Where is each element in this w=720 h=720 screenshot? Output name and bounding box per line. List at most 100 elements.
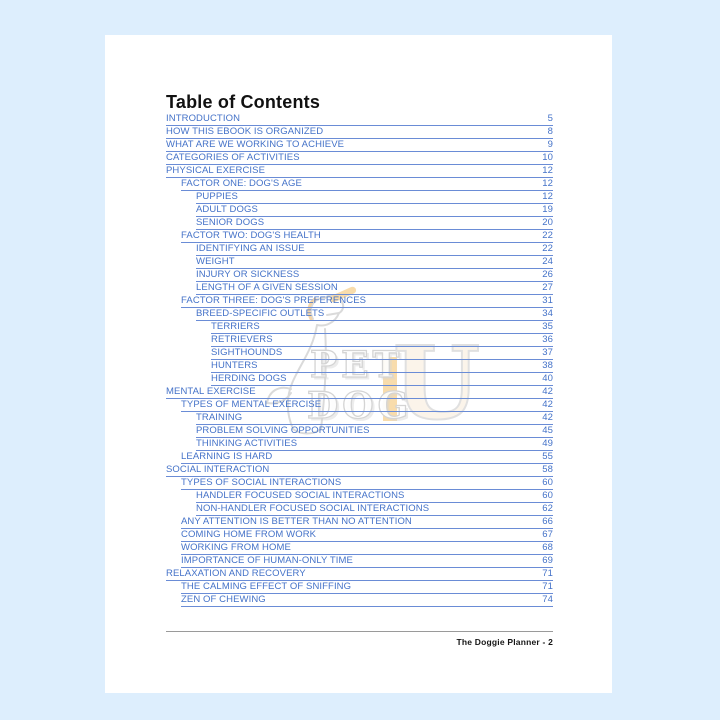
toc-entry-page: 68 bbox=[542, 542, 553, 553]
toc-entry[interactable]: RETRIEVERS 36 bbox=[211, 334, 553, 347]
toc-entry[interactable]: LENGTH OF A GIVEN SESSION 27 bbox=[196, 282, 553, 295]
toc-entry-label: TERRIERS bbox=[211, 321, 260, 332]
toc-entry-page: 9 bbox=[547, 139, 553, 150]
toc-entry[interactable]: PUPPIES 12 bbox=[196, 191, 553, 204]
toc-entry[interactable]: HANDLER FOCUSED SOCIAL INTERACTIONS 60 bbox=[196, 490, 553, 503]
toc-entry[interactable]: NON-HANDLER FOCUSED SOCIAL INTERACTIONS … bbox=[196, 503, 553, 516]
toc-entry[interactable]: THINKING ACTIVITIES 49 bbox=[196, 438, 553, 451]
toc-entry-label: INTRODUCTION bbox=[166, 113, 241, 124]
table-of-contents: INTRODUCTION 5 HOW THIS EBOOK IS ORGANIZ… bbox=[166, 113, 553, 607]
toc-entry-page: 71 bbox=[542, 568, 553, 579]
toc-entry[interactable]: WORKING FROM HOME 68 bbox=[181, 542, 553, 555]
toc-entry-page: 34 bbox=[542, 308, 553, 319]
toc-entry-label: ANY ATTENTION IS BETTER THAN NO ATTENTIO… bbox=[181, 516, 412, 527]
toc-entry-page: 20 bbox=[542, 217, 553, 228]
toc-entry-page: 67 bbox=[542, 529, 553, 540]
toc-entry-label: FACTOR TWO: DOG'S HEALTH bbox=[181, 230, 321, 241]
toc-entry-page: 12 bbox=[542, 191, 553, 202]
toc-entry-label: CATEGORIES OF ACTIVITIES bbox=[166, 152, 300, 163]
toc-entry-page: 5 bbox=[547, 113, 553, 124]
toc-entry[interactable]: HOW THIS EBOOK IS ORGANIZED 8 bbox=[166, 126, 553, 139]
toc-entry-label: MENTAL EXERCISE bbox=[166, 386, 256, 397]
toc-entry-page: 37 bbox=[542, 347, 553, 358]
toc-entry[interactable]: THE CALMING EFFECT OF SNIFFING 71 bbox=[181, 581, 553, 594]
toc-entry[interactable]: LEARNING IS HARD 55 bbox=[181, 451, 553, 464]
toc-entry-label: IMPORTANCE OF HUMAN-ONLY TIME bbox=[181, 555, 353, 566]
toc-entry[interactable]: ANY ATTENTION IS BETTER THAN NO ATTENTIO… bbox=[181, 516, 553, 529]
toc-entry-label: BREED-SPECIFIC OUTLETS bbox=[196, 308, 325, 319]
toc-entry-page: 22 bbox=[542, 230, 553, 241]
toc-entry-page: 31 bbox=[542, 295, 553, 306]
toc-entry-label: WORKING FROM HOME bbox=[181, 542, 291, 553]
footer-text: The Doggie Planner - 2 bbox=[456, 637, 553, 647]
toc-entry[interactable]: IDENTIFYING AN ISSUE 22 bbox=[196, 243, 553, 256]
toc-entry[interactable]: IMPORTANCE OF HUMAN-ONLY TIME 69 bbox=[181, 555, 553, 568]
toc-entry-label: RETRIEVERS bbox=[211, 334, 273, 345]
toc-entry-label: WHAT ARE WE WORKING TO ACHIEVE bbox=[166, 139, 345, 150]
toc-entry[interactable]: MENTAL EXERCISE 42 bbox=[166, 386, 553, 399]
toc-entry[interactable]: PROBLEM SOLVING OPPORTUNITIES 45 bbox=[196, 425, 553, 438]
toc-entry[interactable]: SIGHTHOUNDS 37 bbox=[211, 347, 553, 360]
toc-entry-page: 45 bbox=[542, 425, 553, 436]
toc-entry-page: 19 bbox=[542, 204, 553, 215]
toc-entry[interactable]: INTRODUCTION 5 bbox=[166, 113, 553, 126]
toc-entry[interactable]: INJURY OR SICKNESS 26 bbox=[196, 269, 553, 282]
toc-entry-page: 60 bbox=[542, 490, 553, 501]
toc-entry-label: TRAINING bbox=[196, 412, 243, 423]
toc-entry-label: TYPES OF SOCIAL INTERACTIONS bbox=[181, 477, 342, 488]
toc-entry-page: 42 bbox=[542, 386, 553, 397]
toc-entry-page: 49 bbox=[542, 438, 553, 449]
toc-entry-label: IDENTIFYING AN ISSUE bbox=[196, 243, 305, 254]
toc-entry-label: HANDLER FOCUSED SOCIAL INTERACTIONS bbox=[196, 490, 405, 501]
toc-entry-label: SIGHTHOUNDS bbox=[211, 347, 283, 358]
toc-entry[interactable]: TYPES OF MENTAL EXERCISE 42 bbox=[181, 399, 553, 412]
toc-entry-label: ZEN OF CHEWING bbox=[181, 594, 266, 605]
toc-entry-label: PROBLEM SOLVING OPPORTUNITIES bbox=[196, 425, 370, 436]
toc-entry[interactable]: FACTOR THREE: DOG'S PREFERENCES 31 bbox=[181, 295, 553, 308]
toc-entry[interactable]: TERRIERS 35 bbox=[211, 321, 553, 334]
toc-entry-page: 26 bbox=[542, 269, 553, 280]
toc-entry-page: 62 bbox=[542, 503, 553, 514]
toc-entry-page: 42 bbox=[542, 412, 553, 423]
toc-entry-page: 55 bbox=[542, 451, 553, 462]
toc-entry-page: 22 bbox=[542, 243, 553, 254]
toc-entry[interactable]: BREED-SPECIFIC OUTLETS 34 bbox=[196, 308, 553, 321]
toc-entry-page: 12 bbox=[542, 178, 553, 189]
toc-entry[interactable]: PHYSICAL EXERCISE 12 bbox=[166, 165, 553, 178]
toc-entry-label: INJURY OR SICKNESS bbox=[196, 269, 300, 280]
toc-entry-page: 38 bbox=[542, 360, 553, 371]
toc-entry[interactable]: FACTOR TWO: DOG'S HEALTH 22 bbox=[181, 230, 553, 243]
toc-entry[interactable]: CATEGORIES OF ACTIVITIES 10 bbox=[166, 152, 553, 165]
toc-entry-label: TYPES OF MENTAL EXERCISE bbox=[181, 399, 322, 410]
toc-entry-label: LENGTH OF A GIVEN SESSION bbox=[196, 282, 338, 293]
toc-entry[interactable]: ZEN OF CHEWING 74 bbox=[181, 594, 553, 607]
toc-entry[interactable]: TYPES OF SOCIAL INTERACTIONS 60 bbox=[181, 477, 553, 490]
toc-entry[interactable]: SENIOR DOGS 20 bbox=[196, 217, 553, 230]
toc-entry[interactable]: WEIGHT 24 bbox=[196, 256, 553, 269]
toc-entry[interactable]: WHAT ARE WE WORKING TO ACHIEVE 9 bbox=[166, 139, 553, 152]
toc-entry[interactable]: HUNTERS 38 bbox=[211, 360, 553, 373]
toc-entry-page: 58 bbox=[542, 464, 553, 475]
toc-entry-label: FACTOR ONE: DOG'S AGE bbox=[181, 178, 302, 189]
toc-entry[interactable]: ADULT DOGS 19 bbox=[196, 204, 553, 217]
toc-entry-label: HERDING DOGS bbox=[211, 373, 287, 384]
toc-entry[interactable]: COMING HOME FROM WORK 67 bbox=[181, 529, 553, 542]
toc-entry-page: 71 bbox=[542, 581, 553, 592]
toc-entry[interactable]: RELAXATION AND RECOVERY 71 bbox=[166, 568, 553, 581]
toc-entry-page: 74 bbox=[542, 594, 553, 605]
toc-entry-page: 60 bbox=[542, 477, 553, 488]
toc-entry-label: SOCIAL INTERACTION bbox=[166, 464, 270, 475]
toc-entry[interactable]: FACTOR ONE: DOG'S AGE 12 bbox=[181, 178, 553, 191]
toc-entry-label: SENIOR DOGS bbox=[196, 217, 265, 228]
document-page: PET DOG U Table of Contents INTRODUCTION… bbox=[105, 35, 612, 693]
toc-entry-label: THINKING ACTIVITIES bbox=[196, 438, 298, 449]
toc-entry-label: NON-HANDLER FOCUSED SOCIAL INTERACTIONS bbox=[196, 503, 430, 514]
toc-entry-page: 35 bbox=[542, 321, 553, 332]
toc-entry-label: PUPPIES bbox=[196, 191, 238, 202]
toc-entry[interactable]: TRAINING 42 bbox=[196, 412, 553, 425]
toc-entry[interactable]: HERDING DOGS 40 bbox=[211, 373, 553, 386]
page-title: Table of Contents bbox=[166, 92, 321, 112]
toc-entry-label: HOW THIS EBOOK IS ORGANIZED bbox=[166, 126, 324, 137]
toc-entry-page: 40 bbox=[542, 373, 553, 384]
toc-entry[interactable]: SOCIAL INTERACTION 58 bbox=[166, 464, 553, 477]
